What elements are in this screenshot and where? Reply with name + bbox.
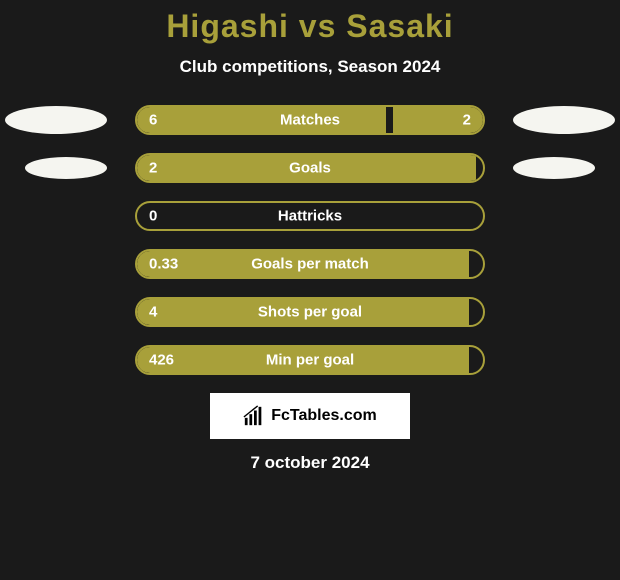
subtitle: Club competitions, Season 2024 [0,57,620,77]
stat-label: Goals per match [251,256,369,273]
chart-bars-icon [243,405,265,427]
bar-fill-left [137,107,386,133]
player-right-badge [513,157,595,179]
stat-value-left: 4 [149,304,157,321]
page-title: Higashi vs Sasaki [0,8,620,45]
stat-value-left: 6 [149,112,157,129]
stat-value-left: 0.33 [149,256,178,273]
stat-value-left: 426 [149,352,174,369]
stat-label: Shots per goal [258,304,362,321]
stat-bar: Hattricks 0 [135,201,485,231]
stat-value-left: 2 [149,160,157,177]
comparison-infographic: Higashi vs Sasaki Club competitions, Sea… [0,0,620,580]
player-right-badge [513,106,615,134]
stat-row: Shots per goal 4 [0,297,620,327]
date-label: 7 october 2024 [0,453,620,473]
stat-label: Goals [289,160,331,177]
stat-row: Hattricks 0 [0,201,620,231]
stat-row: Matches 6 2 [0,105,620,135]
stat-row: Min per goal 426 [0,345,620,375]
stat-bar: Shots per goal 4 [135,297,485,327]
stat-label: Matches [280,112,340,129]
branding-text: FcTables.com [271,407,377,425]
player-left-badge [5,106,107,134]
stat-value-right: 2 [463,112,471,129]
stat-rows: Matches 6 2 Goals 2 Hattricks 0 Goals per match… [0,105,620,375]
stat-label: Min per goal [266,352,354,369]
branding-badge: FcTables.com [210,393,410,439]
stat-bar: Min per goal 426 [135,345,485,375]
stat-bar: Goals per match 0.33 [135,249,485,279]
stat-row: Goals 2 [0,153,620,183]
stat-bar: Matches 6 2 [135,105,485,135]
stat-row: Goals per match 0.33 [0,249,620,279]
stat-value-left: 0 [149,208,157,225]
player-left-badge [25,157,107,179]
stat-bar: Goals 2 [135,153,485,183]
stat-label: Hattricks [278,208,342,225]
